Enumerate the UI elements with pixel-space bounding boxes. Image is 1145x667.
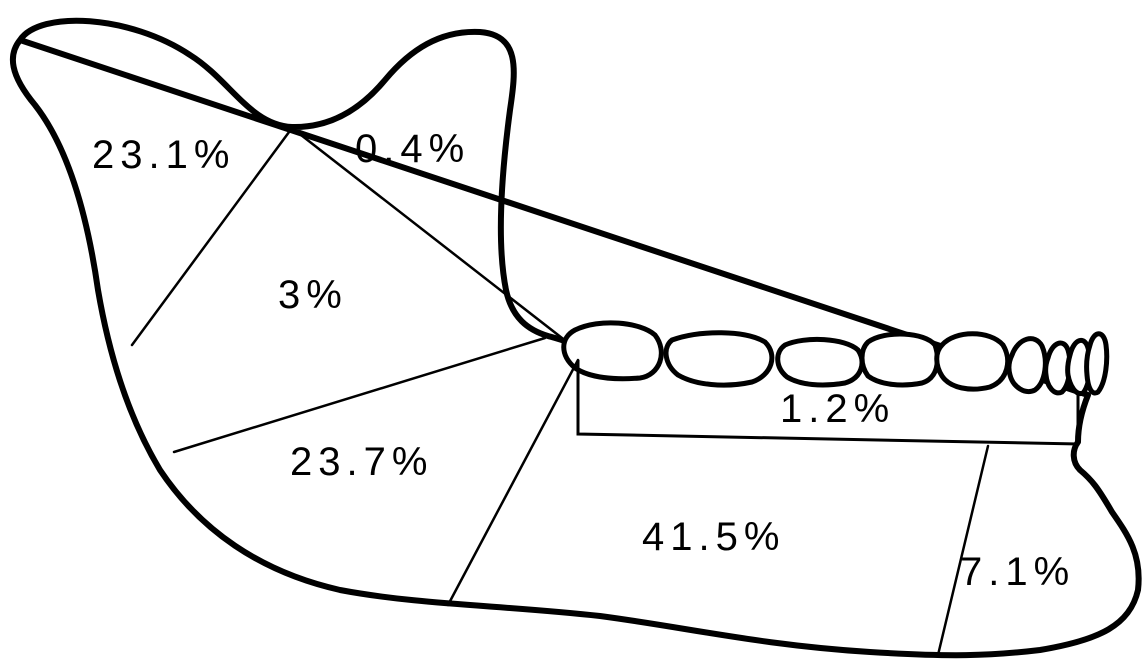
tooth-5 bbox=[934, 331, 1011, 392]
line-coronoid-ramus bbox=[290, 126, 564, 340]
tooth-7 bbox=[1043, 340, 1073, 396]
line-body-symphysis bbox=[936, 444, 990, 657]
tooth-6 bbox=[1006, 336, 1048, 394]
line-condyle-ramus bbox=[130, 126, 294, 347]
line-angle-body bbox=[446, 358, 580, 607]
tooth-2 bbox=[663, 330, 775, 388]
ramus-region-label: 3% bbox=[278, 273, 348, 317]
angle-region-label: 23.7% bbox=[290, 440, 433, 484]
condyle-region-label: 23.1% bbox=[92, 133, 235, 177]
tooth-9 bbox=[1084, 331, 1110, 396]
tooth-8 bbox=[1065, 337, 1093, 396]
tooth-4 bbox=[859, 331, 940, 388]
body-region-label: 41.5% bbox=[642, 515, 785, 559]
line-ramus-angle bbox=[172, 336, 547, 454]
alveolar-region-box bbox=[576, 360, 1080, 446]
coronoid-region-label: 0.4% bbox=[355, 127, 470, 171]
symphysis-region-label: 7.1% bbox=[960, 550, 1075, 594]
tooth-1 bbox=[561, 320, 664, 382]
teeth-row bbox=[561, 320, 1110, 396]
mandible-outline bbox=[10, 17, 1142, 659]
alveolar-region-label: 1.2% bbox=[780, 387, 895, 431]
tooth-3 bbox=[775, 336, 865, 388]
